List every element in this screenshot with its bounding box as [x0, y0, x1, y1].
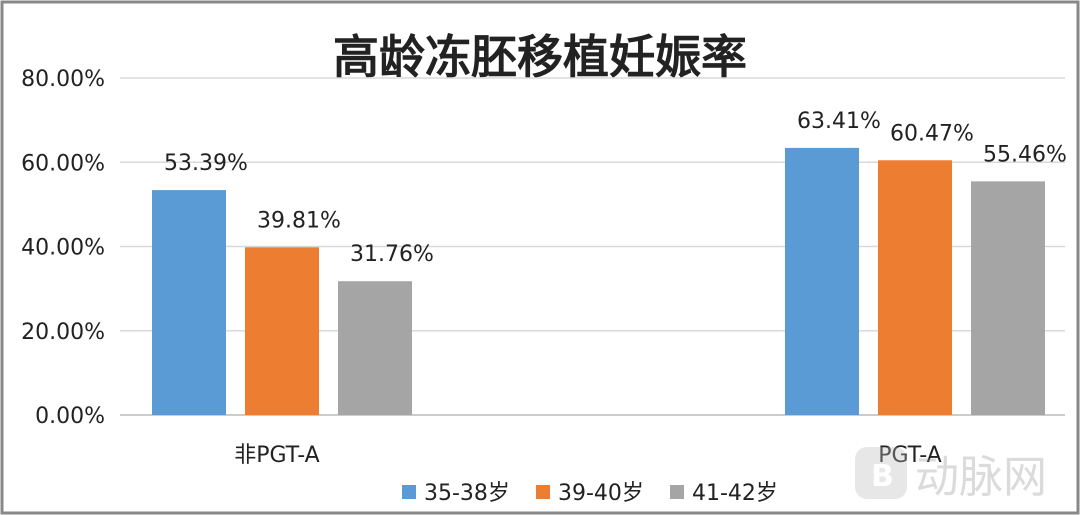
y-tick-label: 20.00% [21, 320, 105, 345]
y-tick-label: 80.00% [21, 67, 105, 92]
bar [152, 190, 226, 415]
bar [245, 247, 319, 415]
bar [338, 281, 412, 415]
data-label: 53.39% [164, 151, 248, 176]
data-label: 55.46% [983, 142, 1067, 167]
x-tick-label: PGT-A [878, 443, 941, 468]
watermark-logo-glyph: B [871, 459, 894, 494]
y-tick-label: 60.00% [21, 151, 105, 176]
legend-label: 39-40岁 [558, 481, 644, 506]
y-tick-label: 40.00% [21, 236, 105, 261]
legend-swatch [670, 485, 684, 499]
legend-swatch [536, 485, 550, 499]
data-label: 39.81% [257, 208, 341, 233]
legend-swatch [402, 485, 416, 499]
watermark-text: 动脉网 [915, 452, 1047, 503]
watermark-logo-icon [855, 447, 907, 499]
y-tick-label: 0.00% [35, 404, 105, 429]
chart-title: 高龄冻胚移植妊娠率 [333, 30, 747, 84]
legend-label: 41-42岁 [692, 481, 778, 506]
legend-label: 35-38岁 [424, 481, 510, 506]
bar [971, 181, 1045, 415]
x-tick-label: 非PGT-A [234, 443, 319, 468]
bar [878, 160, 952, 415]
watermark: B 动脉网 [855, 447, 1047, 503]
data-label: 31.76% [350, 242, 434, 267]
data-label: 60.47% [890, 121, 974, 146]
bar [785, 147, 859, 415]
data-label: 63.41% [797, 109, 881, 134]
